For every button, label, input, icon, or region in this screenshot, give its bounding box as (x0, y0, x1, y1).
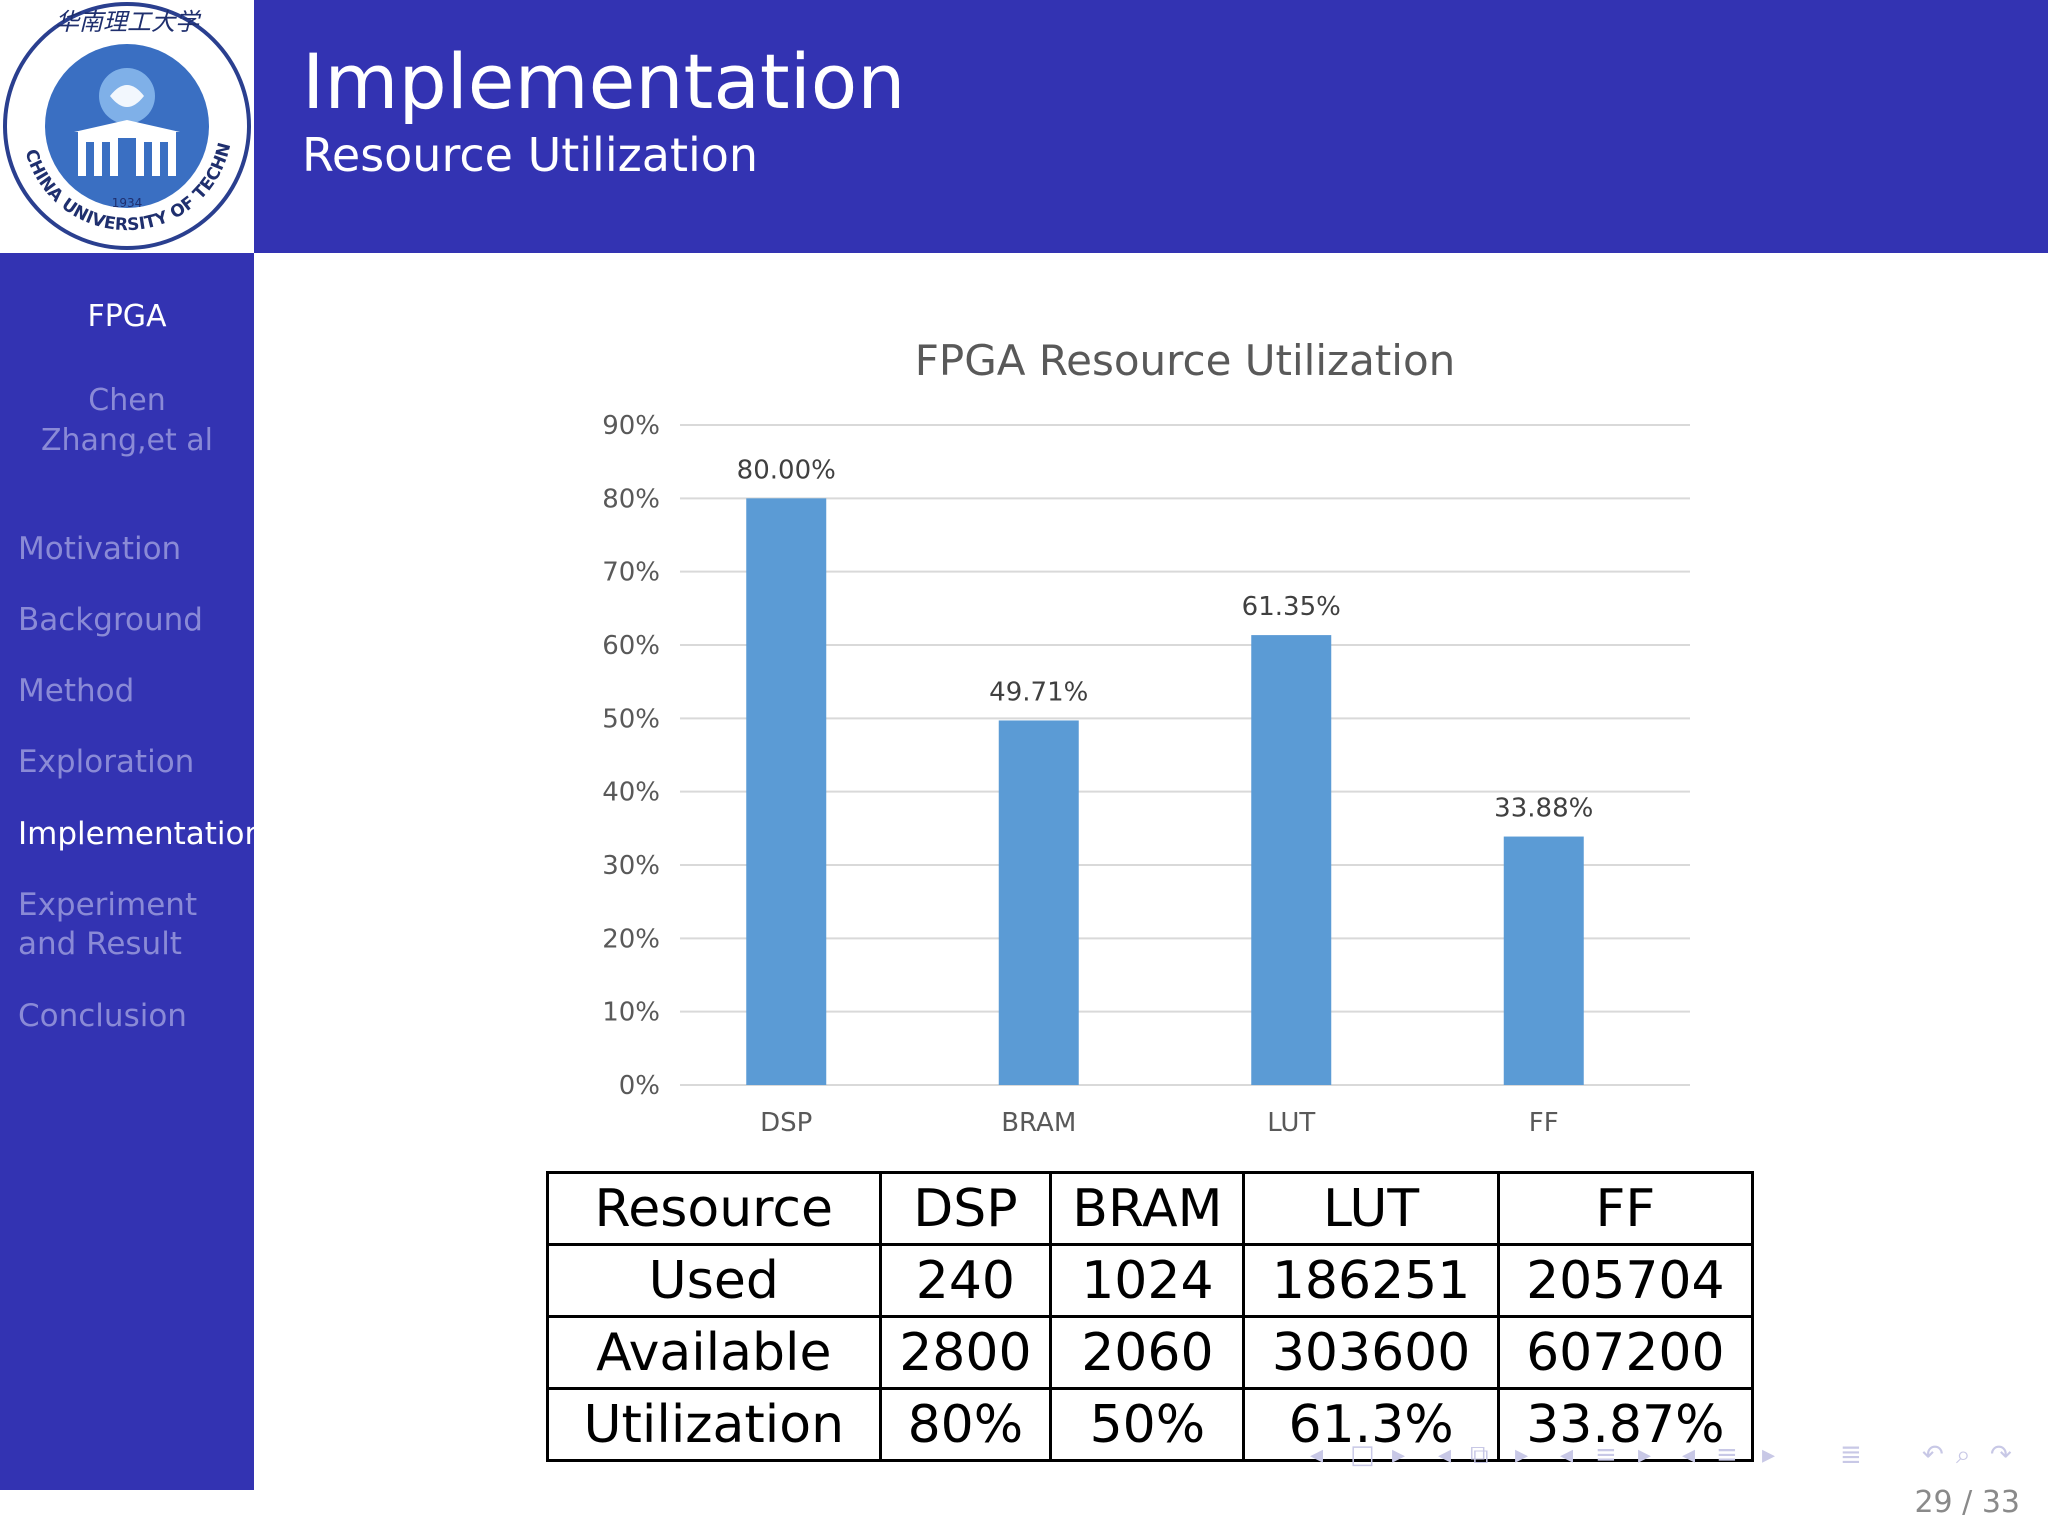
y-tick-label: 60% (602, 631, 660, 661)
data-label: 80.00% (737, 455, 836, 485)
table-cell: 1024 (1049, 1243, 1246, 1318)
university-seal-icon: SOUTH CHINA UNIVERSITY OF TECHNOLOGY 193… (0, 0, 251, 250)
table-cell: 50% (1049, 1387, 1246, 1462)
bar-chart: FPGA Resource Utilization 0% 10% 20% 30% 40% 5… (602, 336, 1690, 1138)
slide-subtitle: Resource Utilization (302, 128, 759, 182)
table-row: Used 240 1024 186251 205704 (546, 1243, 1755, 1318)
data-label: 33.88% (1494, 794, 1593, 824)
nav-left-arrow-icon[interactable]: ◂ (1560, 1440, 1574, 1470)
sidebar: FPGA Chen Zhang,et al Motivation Backgro… (0, 253, 265, 1490)
table-cell: Available (546, 1315, 882, 1390)
redo-icon[interactable]: ↷ (1990, 1440, 2012, 1470)
x-tick-label: BRAM (1001, 1108, 1076, 1138)
sidebar-item-exploration[interactable]: Exploration (18, 744, 195, 780)
chart-title: FPGA Resource Utilization (915, 336, 1456, 385)
bar (1251, 635, 1332, 1085)
nav-right-arrow-icon[interactable]: ▸ (1762, 1440, 1776, 1470)
slide-title: Implementation (302, 37, 906, 126)
y-tick-label: 90% (602, 411, 660, 441)
table-cell: Used (546, 1243, 882, 1318)
x-tick-label: LUT (1267, 1108, 1315, 1138)
table-cell: 186251 (1242, 1243, 1500, 1318)
sidebar-item-conclusion[interactable]: Conclusion (18, 998, 187, 1034)
nav-left-arrow-icon[interactable]: ◂ (1310, 1440, 1324, 1470)
university-logo: SOUTH CHINA UNIVERSITY OF TECHNOLOGY 193… (0, 0, 254, 253)
y-tick-label: 10% (602, 998, 660, 1028)
y-tick-label: 70% (602, 558, 660, 588)
sidebar-short-title[interactable]: FPGA (87, 299, 167, 334)
nav-right-arrow-icon[interactable]: ▸ (1392, 1440, 1406, 1470)
table-cell: 80% (878, 1387, 1053, 1462)
beamer-navigation: ◂ □ ▸ ◂ ⧉ ▸ ◂ ≡ ▸ ◂ ≡ ▸ ≣ ↶ ⌕ ↷ (1310, 1440, 2030, 1480)
table-row: Available 2800 2060 303600 607200 (546, 1315, 1755, 1390)
nav-subsection-icon[interactable]: ⧉ (1470, 1440, 1489, 1470)
sidebar-item-implementation[interactable]: Implementation (18, 816, 265, 852)
table-cell: 205704 (1496, 1243, 1755, 1318)
table-header-cell: Resource (546, 1171, 882, 1246)
logo-year: 1934 (112, 196, 143, 210)
y-tick-label: 50% (602, 704, 660, 734)
y-tick-label: 20% (602, 924, 660, 954)
table-header-cell: LUT (1242, 1171, 1500, 1246)
table-cell: 2800 (878, 1315, 1053, 1390)
sidebar-item-experiment-line2[interactable]: and Result (18, 926, 182, 962)
table-cell: Utilization (546, 1387, 882, 1462)
sidebar-author-line1: Chen (88, 383, 166, 418)
chart-container: FPGA Resource Utilization 0% 10% 20% 30% 40% 5… (540, 320, 1740, 1154)
y-tick-label: 30% (602, 851, 660, 881)
bar (1503, 836, 1584, 1085)
sidebar-item-background[interactable]: Background (18, 602, 203, 638)
nav-section-icon[interactable]: ≡ (1716, 1440, 1738, 1470)
table-row: Utilization 80% 50% 61.3% 33.87% (546, 1387, 1755, 1462)
resource-table: Resource DSP BRAM LUT FF Used 240 1024 1… (546, 1171, 1755, 1462)
table-cell: 240 (878, 1243, 1053, 1318)
nav-left-arrow-icon[interactable]: ◂ (1438, 1440, 1452, 1470)
sidebar-item-experiment[interactable]: Experiment (18, 887, 198, 923)
sidebar-item-method[interactable]: Method (18, 673, 135, 709)
bar (746, 498, 827, 1085)
nav-right-arrow-icon[interactable]: ▸ (1638, 1440, 1652, 1470)
y-tick-label: 80% (602, 484, 660, 514)
table-cell: 303600 (1242, 1315, 1500, 1390)
table-cell: 61.3% (1242, 1387, 1500, 1462)
table-header-cell: BRAM (1049, 1171, 1246, 1246)
bar (998, 720, 1079, 1085)
data-label: 61.35% (1242, 592, 1341, 622)
x-tick-label: DSP (760, 1108, 812, 1138)
nav-section-icon[interactable]: ≡ (1595, 1440, 1617, 1470)
search-icon[interactable]: ⌕ (1956, 1440, 1971, 1470)
y-tick-label: 40% (602, 778, 660, 808)
logo-chinese-text: 华南理工大学 (55, 8, 202, 36)
sidebar-item-motivation[interactable]: Motivation (18, 531, 182, 567)
page-number: 29 / 33 (1914, 1485, 2020, 1520)
sidebar-author-line2: Zhang,et al (40, 423, 214, 458)
table-cell: 607200 (1496, 1315, 1755, 1390)
x-tick-label: FF (1529, 1108, 1559, 1138)
nav-right-arrow-icon[interactable]: ▸ (1515, 1440, 1529, 1470)
nav-align-icon[interactable]: ≣ (1840, 1440, 1862, 1470)
slide-header: Implementation Resource Utilization (254, 0, 2048, 253)
table-header-row: Resource DSP BRAM LUT FF (546, 1171, 1755, 1246)
data-label: 49.71% (989, 677, 1088, 707)
nav-frame-icon[interactable]: □ (1350, 1440, 1375, 1470)
undo-icon[interactable]: ↶ (1922, 1440, 1944, 1470)
table-cell: 33.87% (1496, 1387, 1755, 1462)
y-tick-label: 0% (619, 1071, 660, 1101)
table-header-cell: FF (1496, 1171, 1755, 1246)
table-cell: 2060 (1049, 1315, 1246, 1390)
nav-left-arrow-icon[interactable]: ◂ (1682, 1440, 1696, 1470)
table-header-cell: DSP (878, 1171, 1053, 1246)
